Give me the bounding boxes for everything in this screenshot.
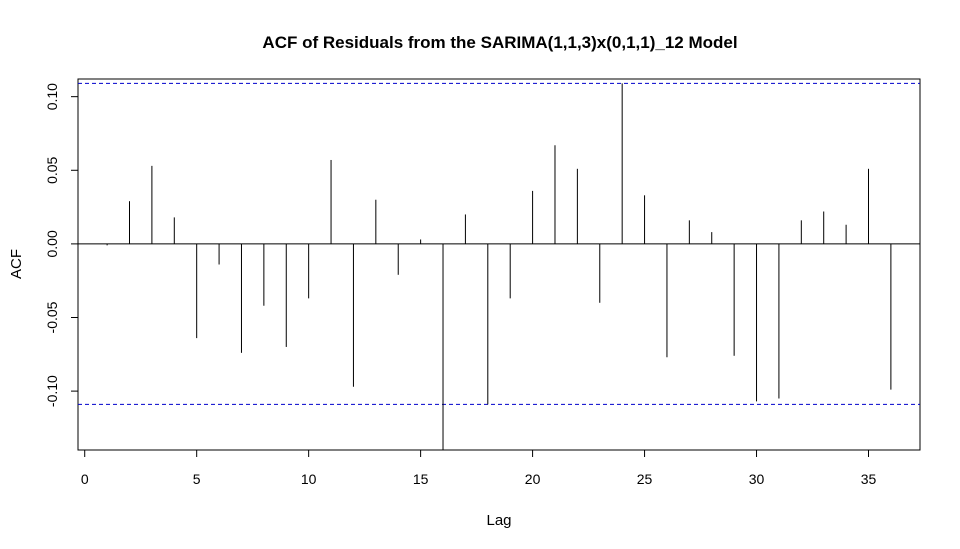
x-tick-label: 25	[637, 471, 653, 487]
x-tick-label: 5	[193, 471, 201, 487]
plot-frame	[77, 78, 921, 451]
x-tick-label: 0	[81, 471, 89, 487]
y-tick-label: -0.05	[44, 301, 60, 333]
acf-bars	[106, 83, 892, 450]
y-tick-label: 0.05	[44, 156, 60, 183]
y-axis-label: ACF	[8, 249, 25, 279]
x-tick-label: 20	[525, 471, 541, 487]
confidence-bounds	[78, 82, 920, 405]
x-axis-label: Lag	[486, 512, 511, 529]
y-tick-label: -0.10	[44, 375, 60, 407]
x-tick-label: 35	[861, 471, 877, 487]
x-tick-label: 30	[749, 471, 765, 487]
x-axis: 0 5 10 15 20 25 30 35	[81, 449, 877, 487]
x-tick-label: 10	[301, 471, 317, 487]
x-tick-label: 15	[413, 471, 429, 487]
y-axis: -0.10 -0.05 0.00 0.05 0.10	[44, 83, 79, 407]
y-tick-label: 0.10	[44, 83, 60, 110]
chart-title: ACF of Residuals from the SARIMA(1,1,3)x…	[262, 33, 737, 52]
y-tick-label: 0.00	[44, 230, 60, 257]
